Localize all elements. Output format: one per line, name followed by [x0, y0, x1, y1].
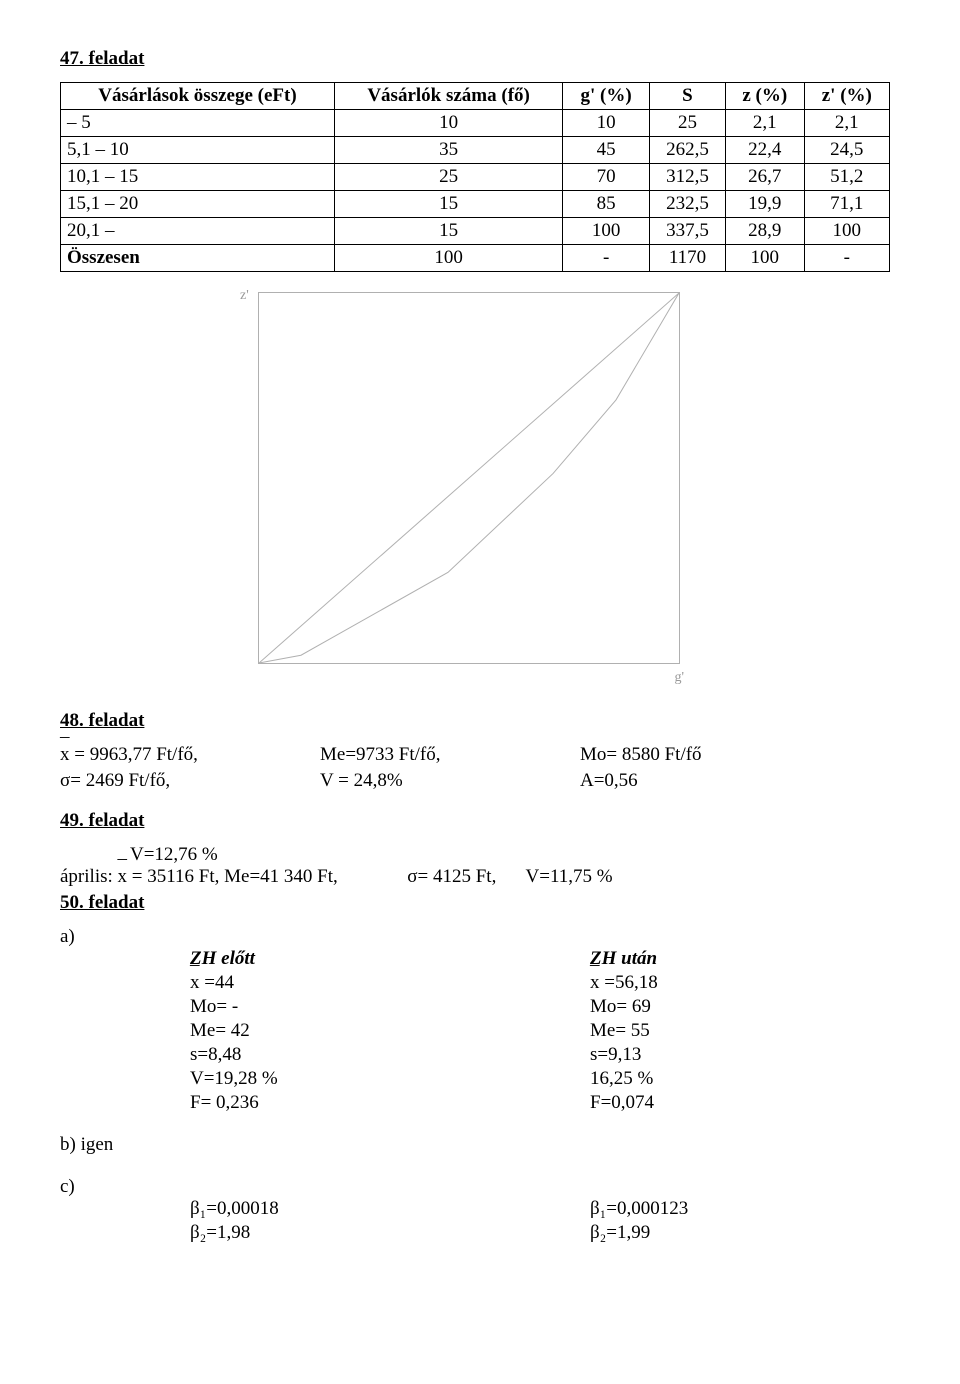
lorenz-chart: z' g' [240, 292, 680, 682]
ex50-c-grid: β₁=0,00018 β₂=1,98 β₁=0,000123 β₂=1,99 [190, 1198, 900, 1244]
ex48-row1: x = 9963,77 Ft/fő, Me=9733 Ft/fő, Mo= 85… [60, 744, 900, 766]
table-cell: 19,9 [725, 191, 804, 218]
th-col1: Vásárlások összege (eFt) [61, 83, 335, 110]
zh-after-v: 16,25 % [590, 1068, 960, 1090]
zh-after-me: Me= 55 [590, 1020, 960, 1042]
ex48-xbar-cell: x = 9963,77 Ft/fő, [60, 744, 320, 766]
ex48-sigma: σ= 2469 Ft/fő, [60, 770, 320, 792]
table-cell: 20,1 – [61, 218, 335, 245]
th-col2: Vásárlók száma (fő) [334, 83, 562, 110]
table-cell: 100 [334, 245, 562, 272]
table-cell: 2,1 [804, 110, 889, 137]
ex50-c-before: β₁=0,00018 β₂=1,98 [190, 1198, 590, 1244]
zh-before-f: F= 0,236 [190, 1092, 590, 1114]
chart-xlabel: g' [674, 670, 684, 686]
table-cell: 100 [563, 218, 650, 245]
table-row: 5,1 – 103545262,522,424,5 [61, 137, 890, 164]
chart-svg [259, 293, 679, 663]
zh-before-v: V=19,28 % [190, 1068, 590, 1090]
table-cell: 232,5 [649, 191, 725, 218]
table-cell: 28,9 [725, 218, 804, 245]
table-cell: 35 [334, 137, 562, 164]
chart-frame [258, 292, 680, 664]
table-cell: 85 [563, 191, 650, 218]
zh-before-x: x =44 [190, 972, 590, 994]
table-cell: 10 [334, 110, 562, 137]
ex49-v: V=12,76 % [130, 844, 900, 866]
table-cell: 337,5 [649, 218, 725, 245]
zh-after-f: F=0,074 [590, 1092, 960, 1114]
table-cell: 45 [563, 137, 650, 164]
chart-ylabel: z' [240, 288, 249, 304]
table-cell: 15 [334, 218, 562, 245]
ex50-title: 50. feladat [60, 892, 900, 914]
ex48-row2: σ= 2469 Ft/fő, V = 24,8% A=0,56 [60, 770, 900, 792]
table-cell: 70 [563, 164, 650, 191]
table-header-row: Vásárlások összege (eFt) Vásárlók száma … [61, 83, 890, 110]
ex50-a-grid: ZH előtt x =44 Mo= - Me= 42 s=8,48 V=19,… [190, 948, 900, 1114]
table-cell: 25 [649, 110, 725, 137]
c-after-b2: β₂=1,99 [590, 1222, 960, 1244]
zh-before-mo: Mo= - [190, 996, 590, 1018]
th-col6: z' (%) [804, 83, 889, 110]
table-cell: 71,1 [804, 191, 889, 218]
table-cell: 10 [563, 110, 650, 137]
ex50-b: b) igen [60, 1134, 900, 1156]
c-after-b1: β₁=0,000123 [590, 1198, 960, 1220]
ex48-mo: Mo= 8580 Ft/fő [580, 744, 840, 766]
zh-before-col: ZH előtt x =44 Mo= - Me= 42 s=8,48 V=19,… [190, 948, 590, 1114]
zh-before-heading: ZH előtt [190, 948, 590, 970]
table-cell: 1170 [649, 245, 725, 272]
c-before-b1: β₁=0,00018 [190, 1198, 590, 1220]
table-cell: - [804, 245, 889, 272]
table-cell: 15 [334, 191, 562, 218]
ex50-c-label: c) [60, 1176, 900, 1198]
ex49-line: április: x = 35116 Ft, Me=41 340 Ft, σ= … [60, 866, 900, 888]
table-row: – 51010252,12,1 [61, 110, 890, 137]
table-cell: 5,1 – 10 [61, 137, 335, 164]
table-cell: 51,2 [804, 164, 889, 191]
ex50-a-label: a) [60, 926, 900, 948]
zh-after-x: x =56,18 [590, 972, 960, 994]
zh-after-mo: Mo= 69 [590, 996, 960, 1018]
table-cell: 262,5 [649, 137, 725, 164]
zh-after-col: ZH után x =56,18 Mo= 69 Me= 55 s=9,13 16… [590, 948, 960, 1114]
table-cell: 10,1 – 15 [61, 164, 335, 191]
zh-before-me: Me= 42 [190, 1020, 590, 1042]
ex48-v: V = 24,8% [320, 770, 580, 792]
zh-before-s: s=8,48 [190, 1044, 590, 1066]
table-cell: 26,7 [725, 164, 804, 191]
ex49-title: 49. feladat [60, 810, 900, 832]
table-cell: 312,5 [649, 164, 725, 191]
table-cell: 15,1 – 20 [61, 191, 335, 218]
th-col4: S [649, 83, 725, 110]
ex47-table: Vásárlások összege (eFt) Vásárlók száma … [60, 82, 890, 272]
table-cell: 100 [725, 245, 804, 272]
table-row: 10,1 – 152570312,526,751,2 [61, 164, 890, 191]
ex50-c-after: β₁=0,000123 β₂=1,99 [590, 1198, 960, 1244]
table-cell: 24,5 [804, 137, 889, 164]
table-cell: 25 [334, 164, 562, 191]
c-before-b2: β₂=1,98 [190, 1222, 590, 1244]
table-row: 15,1 – 201585232,519,971,1 [61, 191, 890, 218]
th-col3: g' (%) [563, 83, 650, 110]
table-cell: - [563, 245, 650, 272]
table-cell: 2,1 [725, 110, 804, 137]
th-col5: z (%) [725, 83, 804, 110]
table-row: 20,1 –15100337,528,9100 [61, 218, 890, 245]
ex47-title: 47. feladat [60, 48, 900, 70]
table-cell: 100 [804, 218, 889, 245]
table-cell: 22,4 [725, 137, 804, 164]
ex48-a: A=0,56 [580, 770, 840, 792]
zh-after-heading: ZH után [590, 948, 960, 970]
ex48-title: 48. feladat [60, 710, 900, 732]
table-row: Összesen100-1170100- [61, 245, 890, 272]
ex48-me: Me=9733 Ft/fő, [320, 744, 580, 766]
zh-after-s: s=9,13 [590, 1044, 960, 1066]
table-cell: Összesen [61, 245, 335, 272]
table-cell: – 5 [61, 110, 335, 137]
